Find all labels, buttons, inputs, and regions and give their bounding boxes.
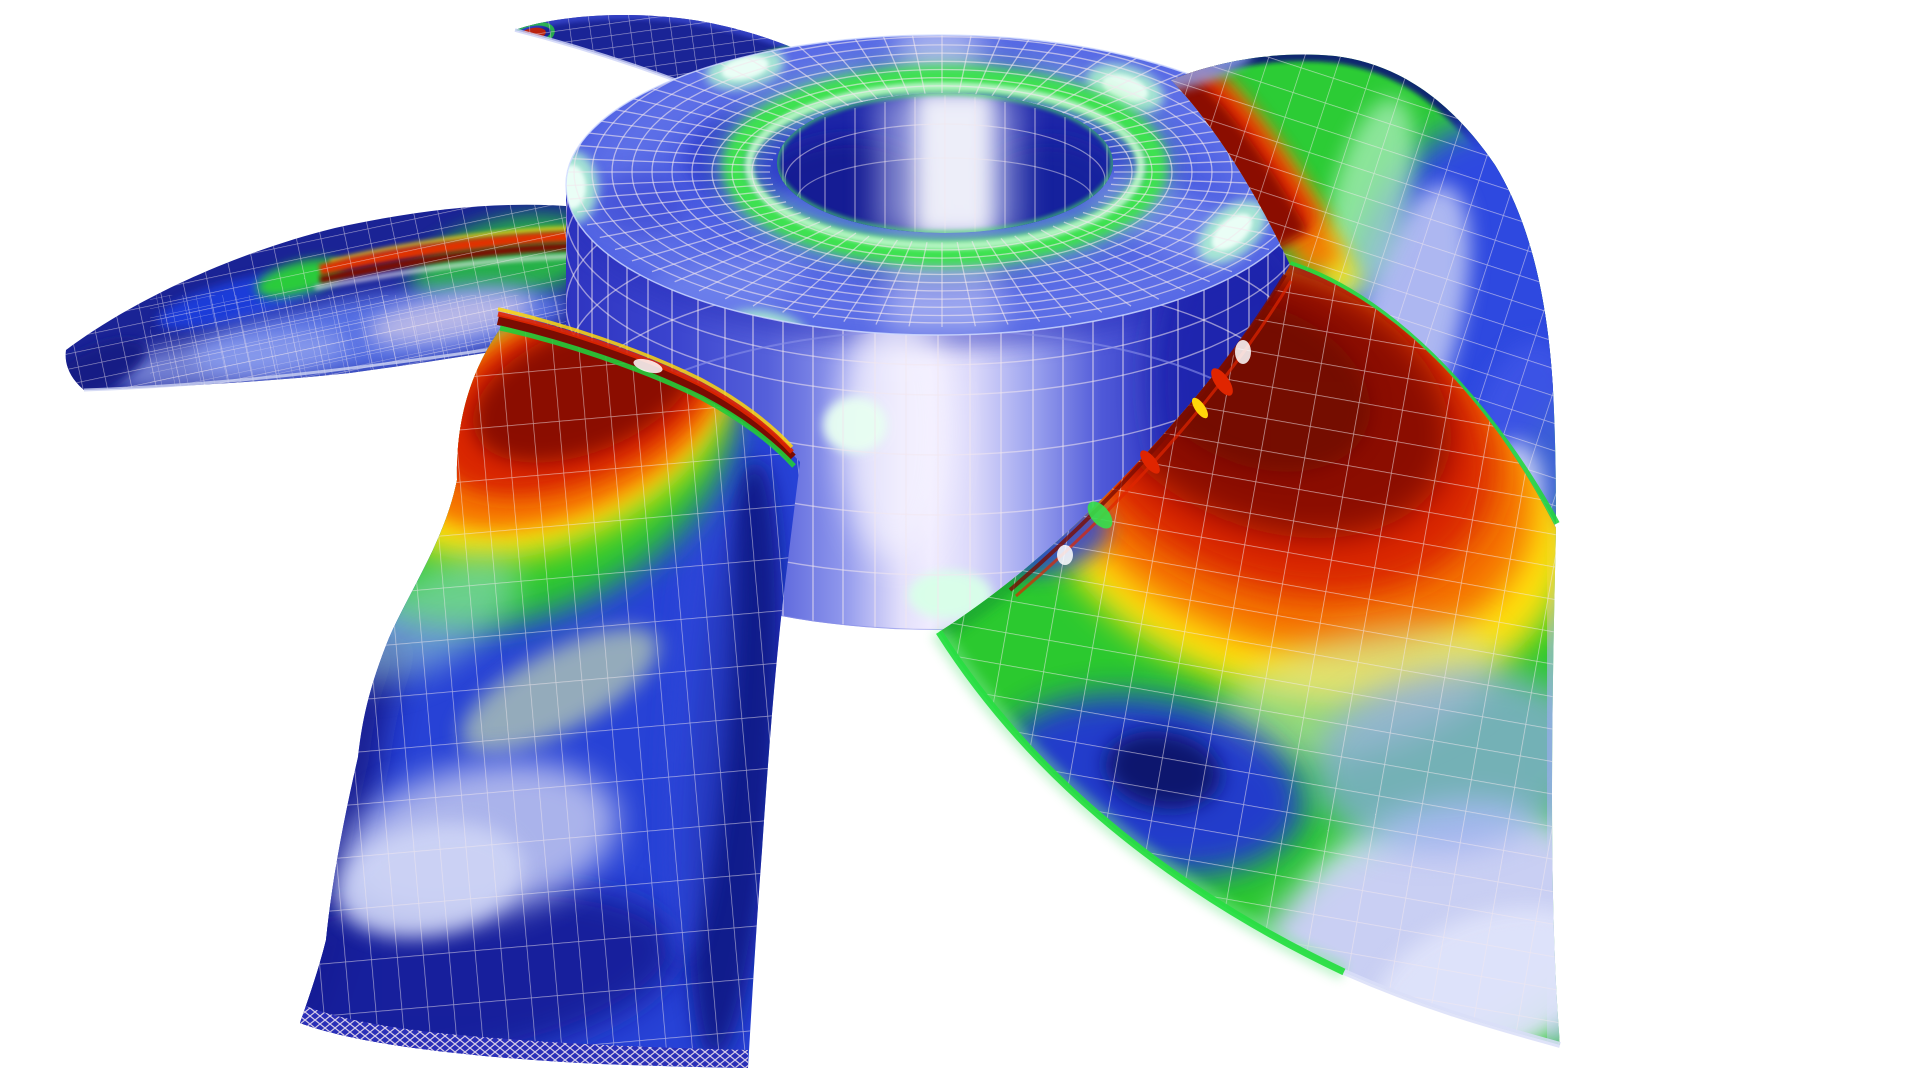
bore-mesh-verticals bbox=[782, 95, 1108, 233]
front-right-blade-root-flecks bbox=[1008, 273, 1293, 598]
curl-maroon bbox=[496, 315, 796, 462]
front-left-blade-root-curl bbox=[496, 307, 796, 468]
curl-yellow bbox=[497, 307, 794, 449]
bore-specular-stripe bbox=[915, 93, 993, 233]
bolt-boss-glow bbox=[823, 397, 887, 453]
bolt-boss bbox=[1211, 213, 1253, 251]
curl-green bbox=[499, 325, 796, 468]
tip-edge-hatch bbox=[300, 1006, 748, 1068]
leading-edge-maroon bbox=[1008, 273, 1287, 592]
trailing-edge-pale bbox=[1342, 969, 1561, 1048]
trailing-edge-green bbox=[936, 630, 1346, 976]
bolt-boss bbox=[721, 56, 769, 80]
curl-specular-fleck bbox=[633, 358, 663, 374]
bolt-boss-glow bbox=[908, 571, 992, 619]
hub-face-details bbox=[566, 35, 1310, 335]
curl-red bbox=[497, 311, 794, 454]
